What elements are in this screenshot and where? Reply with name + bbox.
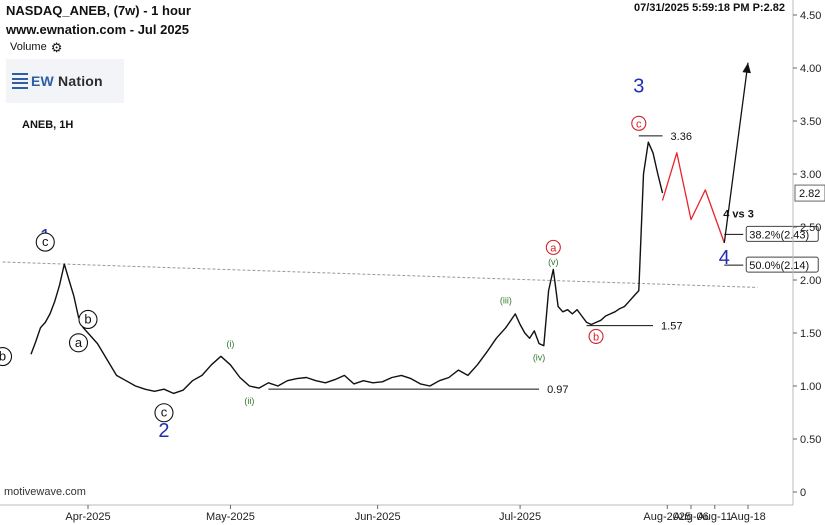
x-tick-label: Aug-11 bbox=[697, 511, 732, 523]
wave-label-circle bbox=[78, 309, 98, 330]
price-series-layer bbox=[30, 62, 751, 395]
x-axis: Apr-2025 May-2025 Jun-2025 Jul-2025 Aug-2025… bbox=[0, 504, 793, 523]
site-label: www.ewnation.com - Jul 2025 bbox=[6, 22, 190, 37]
wave-label-minor: (ii) bbox=[244, 396, 254, 406]
level-label: 38.2%(2.43) bbox=[749, 229, 809, 241]
target-arrowhead bbox=[742, 62, 751, 74]
level-label: 1.57 bbox=[661, 321, 682, 333]
wave-label-letter: b bbox=[0, 349, 6, 364]
wave-label-letter: c bbox=[636, 118, 642, 130]
fib-title: 4 vs 3 bbox=[723, 208, 754, 220]
logo-mark-icon bbox=[12, 73, 28, 89]
wave-label-circle bbox=[154, 403, 174, 423]
wave-label-letter: b bbox=[593, 331, 599, 343]
wave-label-minor: (iii) bbox=[500, 295, 512, 305]
wave-label-circle bbox=[35, 232, 55, 252]
x-tick-label: Jul-2025 bbox=[499, 511, 541, 523]
gear-icon[interactable]: ⚙ bbox=[50, 39, 63, 55]
x-tick-label: Aug-06 bbox=[673, 511, 708, 523]
target-arrow-line bbox=[723, 62, 749, 243]
wave-label-minor: (iv) bbox=[533, 353, 546, 363]
y-axis: 0 0.50 1.00 1.50 2.00 2.50 3.00 3.50 4.00 4.50 2.8… bbox=[792, 0, 825, 505]
y-tick-label: 1.00 bbox=[800, 381, 821, 393]
level-label: 3.36 bbox=[671, 131, 692, 143]
wave-label-circle bbox=[588, 328, 604, 344]
fib-level-box bbox=[745, 225, 819, 242]
x-tick-label: Aug-2025 bbox=[643, 511, 691, 523]
wave-label-letter: a bbox=[550, 242, 557, 254]
wave-label-minor: (v) bbox=[548, 257, 559, 267]
datetime-price-readout: 07/31/2025 5:59:18 PM P:2.82 bbox=[633, 2, 785, 14]
trendline bbox=[2, 261, 758, 288]
y-tick-label: 4.00 bbox=[800, 63, 821, 75]
x-tick-label: Jun-2025 bbox=[355, 511, 401, 523]
level-label: 0.97 bbox=[547, 384, 568, 396]
last-price-box bbox=[794, 184, 825, 202]
wave-labels-layer: 1234cbabcacb(i)(ii)(iii)(iv)(v) bbox=[0, 75, 730, 442]
footer-credit: motivewave.com bbox=[4, 486, 86, 498]
chart-title: NASDAQ_ANEB, (7w) - 1 hour bbox=[6, 3, 191, 18]
y-tick-label: 3.50 bbox=[800, 116, 821, 128]
wave-label-major: 3 bbox=[633, 75, 644, 97]
wave-label-circle bbox=[545, 239, 561, 255]
wave-label-circle bbox=[68, 333, 89, 353]
y-tick-label: 4.50 bbox=[800, 10, 821, 22]
y-tick-label: 0 bbox=[800, 487, 806, 499]
volume-toggle[interactable]: Volume ⚙ bbox=[10, 39, 63, 55]
wave-label-circle bbox=[0, 347, 13, 367]
price-line bbox=[30, 141, 664, 395]
wave-label-minor: (i) bbox=[226, 339, 234, 349]
wave-label-major: 2 bbox=[158, 420, 169, 442]
wave-label-letter: b bbox=[84, 311, 91, 326]
y-tick-label: 3.00 bbox=[800, 169, 821, 181]
x-tick-label: Apr-2025 bbox=[65, 511, 110, 523]
y-tick-label: 2.50 bbox=[800, 222, 821, 234]
y-tick-label: 0.50 bbox=[800, 434, 821, 446]
last-price-label: 2.82 bbox=[799, 188, 820, 200]
fib-level-box bbox=[745, 256, 819, 273]
wave-label-circle bbox=[631, 115, 647, 131]
wave-label-letter: a bbox=[75, 335, 83, 350]
wave-label-letter: c bbox=[42, 234, 49, 249]
ewnation-logo: EW Nation bbox=[6, 59, 124, 103]
wave-label-letter: c bbox=[161, 405, 168, 420]
levels-layer: 3.36 1.57 0.97 38.2%(2.43) 50.0%(2.14) 4 vs 3 bbox=[268, 131, 819, 396]
wave-label-major: 4 bbox=[719, 247, 730, 269]
trendline-layer bbox=[2, 261, 758, 288]
symbol-label: ANEB, 1H bbox=[22, 119, 74, 131]
x-tick-label: Aug-18 bbox=[730, 511, 765, 523]
volume-label: Volume bbox=[10, 41, 47, 53]
x-tick-label: May-2025 bbox=[206, 511, 255, 523]
y-tick-label: 1.50 bbox=[800, 328, 821, 340]
level-label: 50.0%(2.14) bbox=[749, 260, 809, 272]
y-tick-label: 2.00 bbox=[800, 275, 821, 287]
projection-line bbox=[661, 152, 725, 244]
logo-text: EW Nation bbox=[31, 73, 103, 89]
